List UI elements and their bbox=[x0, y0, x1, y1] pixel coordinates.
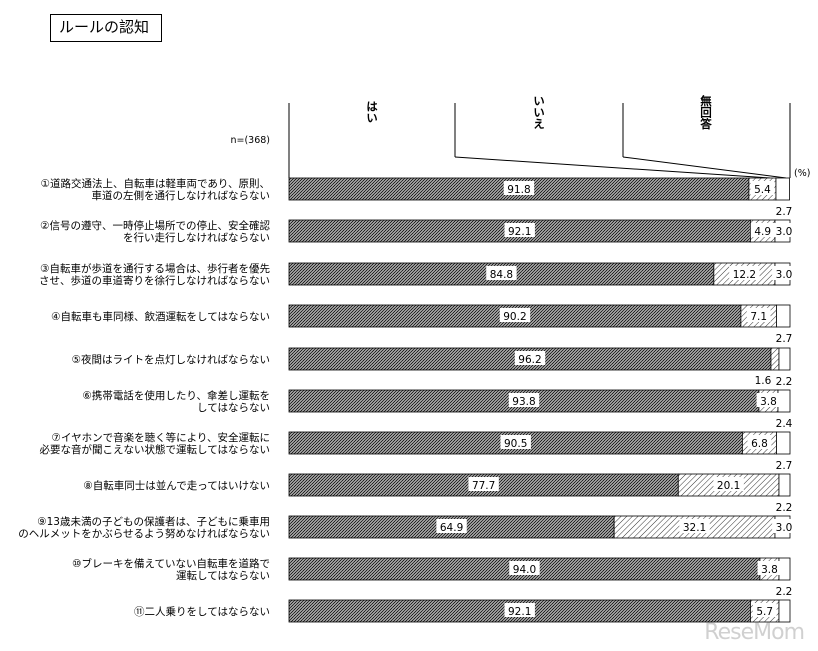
data-label: 90.2 bbox=[503, 311, 526, 323]
legend-no: いいえ bbox=[532, 95, 546, 130]
data-label: 91.8 bbox=[507, 184, 530, 196]
data-label-bg bbox=[468, 477, 499, 491]
category-label: ②信号の遵守、一時停止場所での停止、安全確認を行い走行しなければならない bbox=[40, 219, 270, 244]
data-label: 92.1 bbox=[508, 226, 531, 238]
data-label-bg bbox=[746, 308, 771, 322]
data-label: 5.4 bbox=[754, 184, 771, 196]
data-label-bg bbox=[514, 351, 546, 365]
data-label-bg bbox=[508, 393, 540, 407]
data-label-bg bbox=[756, 393, 781, 407]
data-label: 4.9 bbox=[754, 226, 771, 238]
data-label-bg bbox=[772, 519, 796, 533]
bar-segment-no-answer bbox=[776, 431, 791, 455]
data-label-bg bbox=[504, 603, 535, 617]
data-label: 6.8 bbox=[751, 438, 768, 450]
category-label: ⑩ブレーキを備えていない自転車を道路で運転してはならない bbox=[72, 557, 270, 582]
data-label: 2.7 bbox=[776, 206, 793, 218]
category-label: ⑤夜間はライトを点灯しなければならない bbox=[72, 353, 270, 366]
data-label-bg bbox=[500, 435, 531, 449]
data-label: 2.7 bbox=[776, 333, 793, 345]
bar-segment-no-answer bbox=[776, 304, 791, 328]
data-label: 96.2 bbox=[518, 354, 541, 366]
data-label-bg bbox=[499, 308, 531, 322]
bar-segment-no-answer bbox=[778, 599, 791, 623]
data-label-bg bbox=[486, 266, 517, 280]
data-label: 3.0 bbox=[776, 269, 793, 281]
data-label: 90.5 bbox=[504, 438, 527, 450]
watermark-logo: ReseMom bbox=[704, 620, 805, 645]
data-label: 2.2 bbox=[776, 376, 793, 388]
data-label: 32.1 bbox=[683, 522, 706, 534]
data-label: 2.2 bbox=[776, 586, 793, 598]
data-label: 2.4 bbox=[776, 418, 793, 430]
data-label: 2.7 bbox=[776, 460, 793, 472]
header-boxes bbox=[288, 103, 791, 179]
data-label: 3.0 bbox=[776, 226, 793, 238]
data-label-bg bbox=[504, 223, 535, 237]
data-label-bg bbox=[679, 519, 710, 533]
data-label: 20.1 bbox=[717, 480, 740, 492]
bar-segment-no-answer bbox=[778, 347, 791, 371]
data-label: 64.9 bbox=[440, 522, 463, 534]
legend-yes: はい bbox=[365, 101, 379, 124]
data-label-bg bbox=[750, 223, 775, 237]
n-label: n=(368) bbox=[230, 135, 270, 146]
bar-segment-no bbox=[770, 347, 780, 371]
data-label: 3.8 bbox=[761, 564, 778, 576]
data-label: 93.8 bbox=[512, 396, 535, 408]
data-label: 84.8 bbox=[490, 269, 513, 281]
chart-title: ルールの認知 bbox=[50, 14, 162, 42]
data-label: 92.1 bbox=[508, 606, 531, 618]
data-label: 3.8 bbox=[760, 396, 777, 408]
data-label: 3.0 bbox=[776, 522, 793, 534]
data-label-bg bbox=[747, 435, 772, 449]
category-label: ④自転車も車同様、飲酒運転をしてはならない bbox=[51, 310, 270, 323]
data-label-bg bbox=[713, 477, 744, 491]
data-label: 94.0 bbox=[513, 564, 536, 576]
bar-segment-no-answer bbox=[778, 473, 791, 497]
data-label: 7.1 bbox=[750, 311, 767, 323]
data-label-bg bbox=[436, 519, 467, 533]
bar-segment-no-answer bbox=[775, 177, 790, 201]
legend-no-answer: 無回答 bbox=[699, 94, 713, 130]
data-label: 1.6 bbox=[755, 375, 772, 387]
data-label-bg bbox=[729, 266, 760, 280]
data-label-bg bbox=[752, 603, 777, 617]
category-label: ①道路交通法上、自転車は軽車両であり、原則、車道の左側を通行しなければならない bbox=[41, 177, 270, 202]
unit-label: (%) bbox=[794, 168, 810, 179]
category-label: ⑦イヤホンで音楽を聴く等により、安全運転に必要な音が聞こえない状態で運転してはな… bbox=[40, 431, 270, 456]
category-label: ⑧自転車同士は並んで走ってはいけない bbox=[83, 479, 270, 492]
data-label-bg bbox=[509, 561, 540, 575]
data-label-bg bbox=[772, 223, 796, 237]
data-label-bg bbox=[772, 266, 796, 280]
category-label: ③自転車が歩道を通行する場合は、歩行者を優先させ、歩道の車道寄りを徐行しなければ… bbox=[39, 262, 270, 287]
data-label: 77.7 bbox=[472, 480, 495, 492]
category-label: ⑥携帯電話を使用したり、傘差し運転をしてはならない bbox=[83, 389, 271, 414]
data-label: 12.2 bbox=[733, 269, 756, 281]
data-label-bg bbox=[757, 561, 782, 575]
data-label: 2.2 bbox=[776, 502, 793, 514]
data-label-bg bbox=[750, 181, 775, 195]
category-label: ⑨13歳未満の子どもの保護者は、子どもに乗車用のヘルメットをかぶらせるよう努めな… bbox=[18, 515, 270, 540]
data-label: 5.7 bbox=[756, 606, 773, 618]
data-label-bg bbox=[503, 181, 535, 195]
category-label: ⑪二人乗りをしてはならない bbox=[134, 606, 270, 618]
